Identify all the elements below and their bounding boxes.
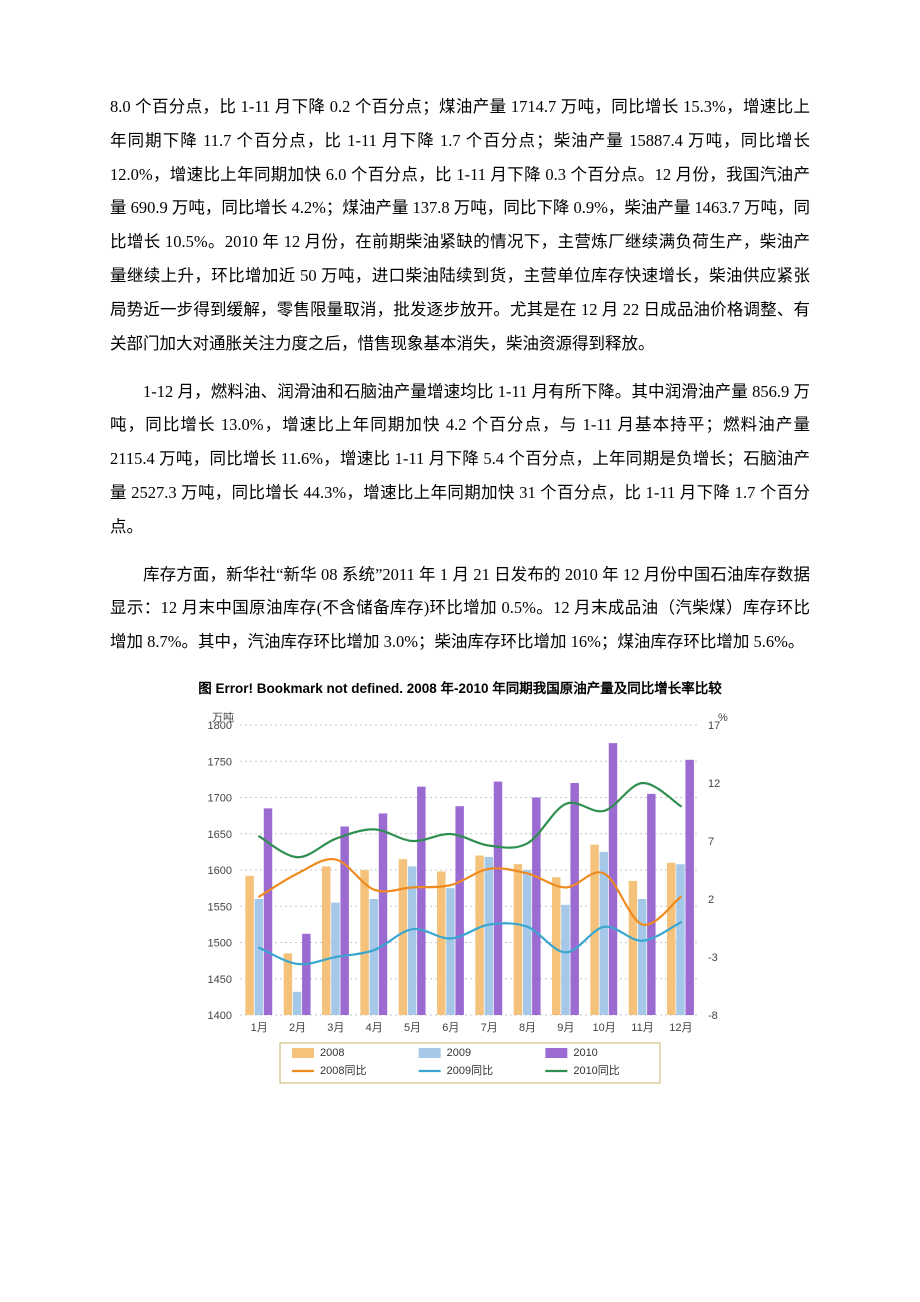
svg-text:6月: 6月 bbox=[442, 1022, 459, 1034]
svg-text:2010: 2010 bbox=[573, 1047, 597, 1059]
svg-text:万吨: 万吨 bbox=[212, 711, 234, 724]
svg-text:-8: -8 bbox=[708, 1010, 718, 1022]
paragraph-3: 库存方面，新华社“新华 08 系统”2011 年 1 月 21 日发布的 201… bbox=[110, 558, 810, 659]
chart-title: 图 Error! Bookmark not defined. 2008 年-20… bbox=[110, 677, 810, 697]
svg-text:2008同比: 2008同比 bbox=[320, 1064, 366, 1077]
document-page: 8.0 个百分点，比 1-11 月下降 0.2 个百分点；煤油产量 1714.7… bbox=[0, 0, 920, 1195]
svg-text:2009同比: 2009同比 bbox=[447, 1064, 493, 1077]
svg-text:1450: 1450 bbox=[208, 974, 232, 986]
svg-text:1月: 1月 bbox=[251, 1022, 268, 1034]
svg-text:10月: 10月 bbox=[593, 1022, 616, 1034]
svg-text:8月: 8月 bbox=[519, 1022, 536, 1034]
crude-oil-chart: 140014501500155016001650170017501800-8-3… bbox=[180, 705, 740, 1135]
chart-container: 140014501500155016001650170017501800-8-3… bbox=[110, 705, 810, 1135]
svg-text:2月: 2月 bbox=[289, 1022, 306, 1034]
svg-text:1750: 1750 bbox=[208, 756, 232, 768]
paragraph-1: 8.0 个百分点，比 1-11 月下降 0.2 个百分点；煤油产量 1714.7… bbox=[110, 90, 810, 361]
svg-text:1500: 1500 bbox=[208, 938, 232, 950]
svg-text:12: 12 bbox=[708, 778, 720, 790]
svg-text:1650: 1650 bbox=[208, 829, 232, 841]
paragraph-2: 1-12 月，燃料油、润滑油和石脑油产量增速均比 1-11 月有所下降。其中润滑… bbox=[110, 375, 810, 544]
svg-text:7月: 7月 bbox=[481, 1022, 498, 1034]
svg-text:2009: 2009 bbox=[447, 1047, 471, 1059]
svg-text:2008: 2008 bbox=[320, 1047, 344, 1059]
svg-text:%: % bbox=[718, 712, 728, 724]
svg-text:2: 2 bbox=[708, 894, 714, 906]
svg-text:1700: 1700 bbox=[208, 793, 232, 805]
svg-text:11月: 11月 bbox=[631, 1022, 653, 1034]
svg-text:1550: 1550 bbox=[208, 901, 232, 913]
svg-text:4月: 4月 bbox=[366, 1022, 383, 1034]
svg-text:7: 7 bbox=[708, 836, 714, 848]
svg-text:2010同比: 2010同比 bbox=[573, 1064, 619, 1077]
svg-text:12月: 12月 bbox=[669, 1022, 692, 1034]
svg-text:9月: 9月 bbox=[557, 1022, 574, 1034]
svg-text:1600: 1600 bbox=[208, 865, 232, 877]
svg-text:1400: 1400 bbox=[208, 1010, 232, 1022]
svg-text:-3: -3 bbox=[708, 952, 718, 964]
svg-text:3月: 3月 bbox=[327, 1022, 344, 1034]
svg-text:5月: 5月 bbox=[404, 1022, 421, 1034]
